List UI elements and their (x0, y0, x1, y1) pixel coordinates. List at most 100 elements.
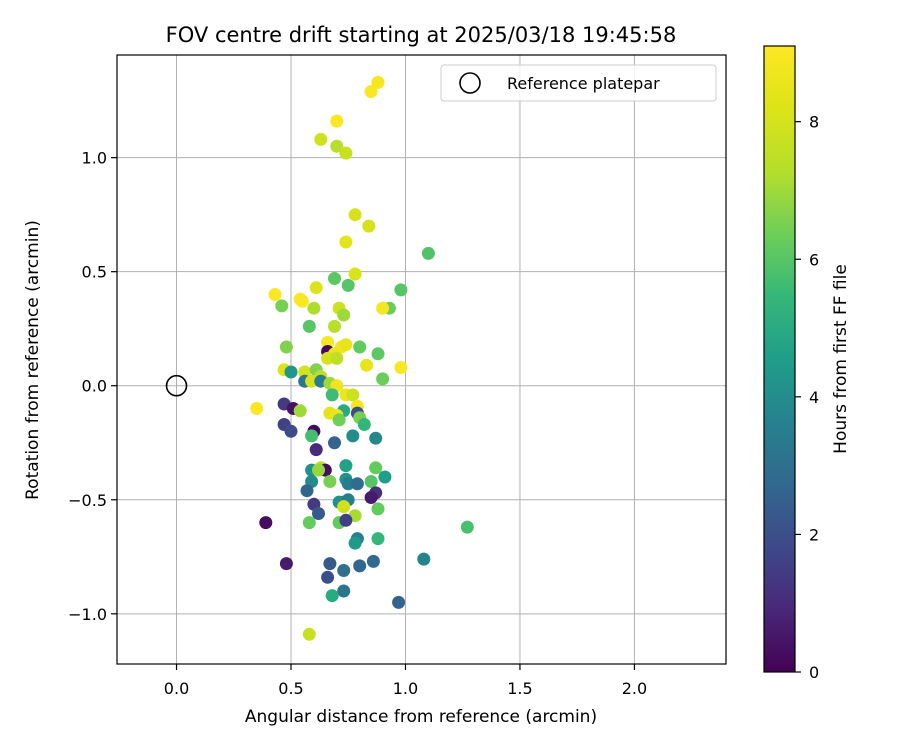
data-point (330, 139, 344, 153)
data-point (332, 413, 346, 427)
data-point (328, 436, 341, 450)
colorbar-frame (763, 45, 796, 673)
data-point (325, 589, 339, 603)
data-point (305, 374, 319, 388)
data-point (302, 627, 316, 641)
data-point (279, 557, 293, 571)
data-point (309, 443, 323, 457)
y-tick-label: −1.0 (68, 605, 107, 624)
colorbar-tick-label: 8 (809, 113, 819, 132)
data-point (300, 484, 314, 498)
data-point (323, 557, 337, 571)
data-point (350, 477, 364, 491)
data-point (369, 431, 383, 445)
data-point (321, 570, 335, 584)
data-point (364, 475, 378, 488)
data-point (268, 288, 282, 301)
data-point (279, 340, 293, 354)
data-point (364, 491, 378, 504)
grid (117, 55, 726, 664)
data-point (341, 477, 355, 491)
reference-platepar-marker (165, 374, 188, 397)
data-point (348, 267, 362, 281)
data-point (394, 361, 408, 374)
data-point (339, 146, 353, 160)
data-point (353, 340, 367, 354)
data-point (337, 564, 351, 577)
y-tick-label: 0.0 (82, 377, 107, 396)
data-points (250, 75, 474, 641)
data-point (421, 246, 435, 260)
data-point (371, 75, 385, 89)
data-point (376, 301, 390, 315)
data-point (312, 463, 325, 477)
data-point (325, 388, 339, 402)
data-point (339, 459, 353, 473)
legend: Reference platepar (440, 64, 717, 102)
colorbar-ticks: 0 2 4 6 8 (795, 113, 819, 682)
x-axis-label: Angular distance from reference (arcmin) (245, 707, 597, 727)
data-point (314, 132, 328, 146)
data-point (348, 208, 362, 222)
chart-title: FOV centre drift starting at 2025/03/18 … (166, 23, 677, 47)
data-point (330, 351, 344, 365)
data-point (392, 595, 406, 609)
x-tick-label: 0.0 (164, 679, 189, 698)
legend-box (440, 64, 717, 102)
data-point (284, 365, 298, 379)
x-axis-ticks: 0.0 0.5 1.0 1.5 2.0 (164, 664, 647, 698)
data-point (371, 532, 385, 546)
data-point (348, 536, 362, 550)
data-point (339, 513, 353, 527)
x-tick-label: 0.5 (278, 679, 303, 698)
data-point (357, 418, 371, 431)
data-point (307, 301, 321, 315)
colorbar-tick-label: 6 (809, 250, 819, 269)
legend-entry-reference: Reference platepar (507, 74, 660, 93)
data-point (366, 554, 380, 568)
data-point (341, 278, 355, 292)
colorbar-tick-label: 4 (809, 388, 819, 407)
data-point (321, 351, 335, 365)
y-axis-ticks: −1.0 −0.5 0.0 0.5 1.0 (68, 149, 117, 624)
data-point (321, 335, 335, 349)
data-point (312, 507, 325, 520)
data-point (293, 404, 307, 418)
colorbar-tick-label: 0 (809, 663, 819, 682)
data-point (275, 299, 289, 313)
x-tick-label: 2.0 (622, 679, 647, 698)
x-tick-label: 1.5 (507, 679, 532, 698)
data-point (417, 552, 431, 566)
data-point (337, 308, 351, 322)
data-point (460, 520, 474, 534)
data-point (302, 319, 316, 333)
y-tick-label: 0.5 (82, 263, 107, 282)
y-axis-label: Rotation from reference (arcmin) (23, 220, 43, 500)
data-point (259, 516, 273, 530)
colorbar-label: Hours from first FF file (831, 264, 851, 454)
data-point (284, 424, 298, 438)
data-point (339, 235, 353, 249)
data-point (364, 85, 378, 98)
data-point (309, 281, 323, 295)
data-point (328, 319, 341, 333)
data-point (376, 372, 390, 386)
data-point (369, 461, 383, 475)
y-tick-label: 1.0 (82, 149, 107, 168)
data-point (305, 429, 319, 443)
data-point (371, 502, 385, 516)
plot-frame (116, 54, 727, 665)
data-point (346, 429, 360, 443)
data-point (330, 114, 344, 128)
data-point (302, 516, 316, 530)
data-point (250, 402, 264, 415)
colorbar (764, 46, 795, 672)
data-point (378, 470, 392, 484)
data-point (295, 294, 309, 308)
data-point (360, 358, 374, 372)
x-tick-label: 1.0 (393, 679, 418, 698)
data-point (353, 559, 367, 573)
data-point (298, 365, 312, 379)
data-point (346, 388, 360, 402)
